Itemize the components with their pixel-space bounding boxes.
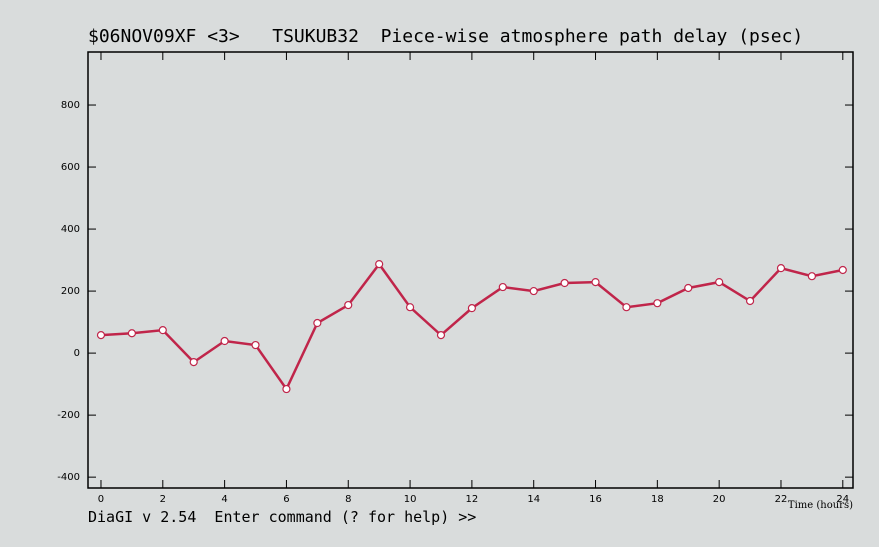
data-point [127, 329, 136, 338]
data-point [529, 286, 538, 296]
x-tick-label: 6 [283, 494, 289, 505]
chart-title: $06NOV09XF <3> TSUKUB32 Piece-wise atmos… [88, 26, 803, 47]
data-point [251, 340, 260, 350]
x-tick-label: 22 [775, 494, 788, 505]
data-point [405, 303, 415, 312]
data-point [96, 331, 106, 340]
data-point [467, 304, 476, 313]
data-point [776, 264, 786, 273]
data-point [807, 272, 816, 281]
data-point [436, 331, 446, 340]
data-point [158, 326, 167, 335]
data-point [498, 282, 507, 292]
data-point [715, 277, 724, 287]
x-tick-label: 10 [404, 494, 417, 505]
x-tick-label: 12 [466, 494, 479, 505]
x-tick-label: 14 [527, 494, 540, 505]
data-point [653, 299, 662, 308]
data-point [745, 296, 755, 306]
y-tick-label: -200 [57, 410, 80, 421]
x-axis-label: Time (hours) [788, 500, 853, 511]
x-tick-label: 20 [713, 494, 726, 505]
data-point [375, 260, 384, 269]
data-point [684, 283, 693, 293]
y-tick-label: 200 [61, 286, 80, 297]
x-tick-label: 2 [160, 494, 166, 505]
x-tick-label: 16 [589, 494, 602, 505]
y-tick-label: 800 [61, 100, 80, 111]
y-tick-label: 400 [61, 224, 80, 235]
data-point [282, 384, 291, 394]
y-tick-label: 0 [74, 348, 80, 359]
data-point [560, 278, 569, 288]
footer-command: DiaGI v 2.54 Enter command (? for help) … [88, 508, 476, 526]
x-tick-label: 4 [221, 494, 227, 505]
x-tick-label: 8 [345, 494, 351, 505]
data-point [313, 318, 322, 328]
x-tick-label: 18 [651, 494, 664, 505]
data-point [591, 277, 600, 287]
data-point [344, 300, 353, 310]
x-tick-label: 0 [98, 494, 104, 505]
x-tick-label: 24 [836, 494, 849, 505]
y-tick-label: -400 [57, 472, 80, 483]
data-point [220, 336, 229, 346]
y-tick-label: 600 [61, 162, 80, 173]
plot-frame [87, 51, 854, 489]
data-point [622, 303, 631, 312]
data-point [838, 265, 847, 275]
data-point [189, 357, 198, 367]
